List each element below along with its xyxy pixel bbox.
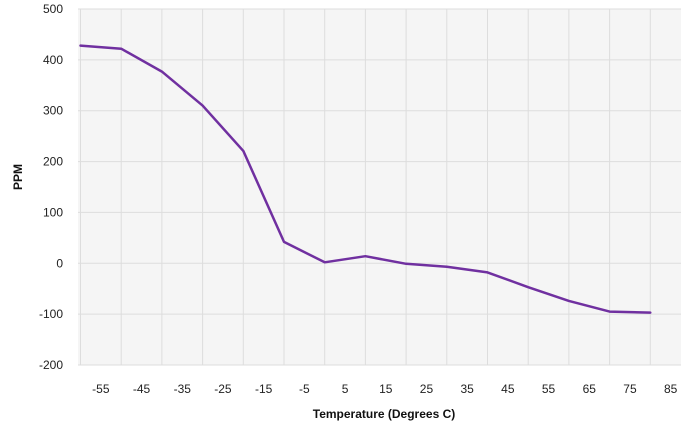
- x-tick-label: 65: [583, 382, 597, 396]
- series-group: [79, 44, 652, 314]
- x-tick-label: -25: [214, 382, 232, 396]
- y-tick-label: 200: [43, 155, 63, 169]
- y-tick-label: 300: [43, 104, 63, 118]
- grid-lines: [78, 8, 681, 366]
- x-tick-label: 5: [342, 382, 349, 396]
- y-tick-labels: 500 400 300 200 100 0 -100 -200: [39, 2, 63, 372]
- x-tick-label: -15: [255, 382, 273, 396]
- y-tick-label: -100: [39, 307, 63, 321]
- y-tick-label: -200: [39, 358, 63, 372]
- plot-area: [78, 9, 681, 365]
- series-line: [79, 44, 652, 314]
- x-tick-label: -5: [299, 382, 310, 396]
- x-tick-label: 15: [379, 382, 393, 396]
- x-tick-label: 85: [664, 382, 678, 396]
- x-tick-label: -55: [92, 382, 110, 396]
- x-tick-label: 55: [542, 382, 556, 396]
- x-tick-labels: -55 -45 -35 -25 -15 -5 5 15 25 35 45 55 65 75 85: [92, 382, 677, 396]
- x-tick-label: -35: [174, 382, 192, 396]
- x-tick-label: 75: [623, 382, 637, 396]
- x-tick-label: 35: [460, 382, 474, 396]
- y-tick-label: 100: [43, 205, 63, 219]
- x-tick-label: -45: [133, 382, 151, 396]
- y-tick-label: 500: [43, 2, 63, 16]
- y-tick-label: 0: [56, 256, 63, 270]
- y-axis-title: PPM: [11, 164, 25, 190]
- x-tick-label: 45: [501, 382, 515, 396]
- y-tick-label: 400: [43, 53, 63, 67]
- x-tick-label: 25: [420, 382, 434, 396]
- x-axis-title: Temperature (Degrees C): [313, 407, 456, 421]
